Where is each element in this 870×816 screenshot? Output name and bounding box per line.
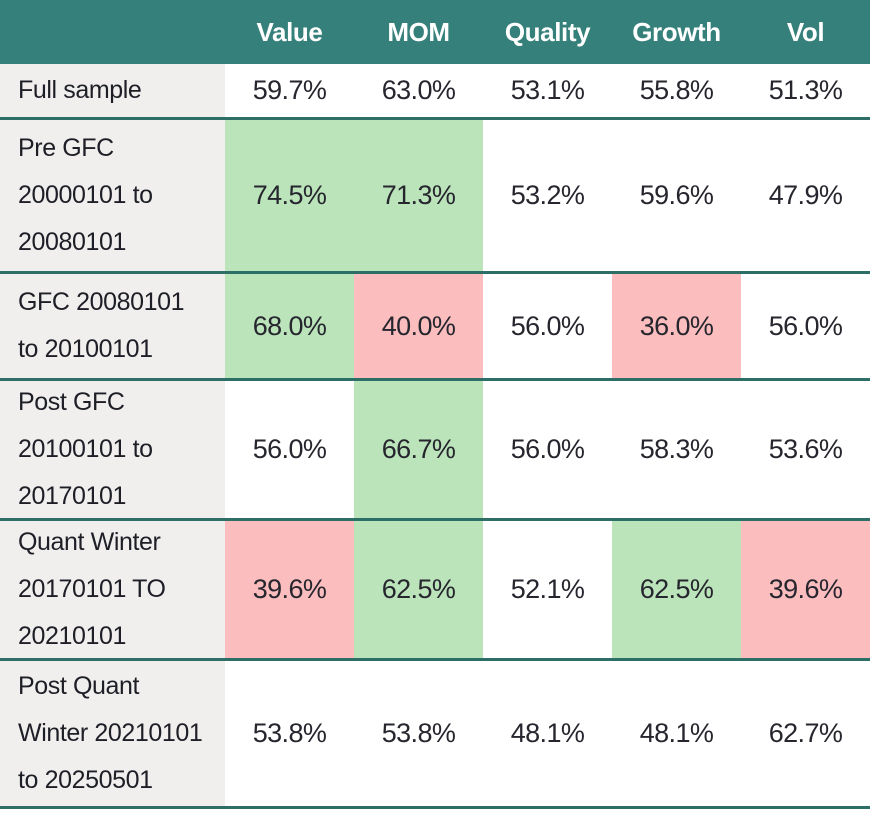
table-cell: 39.6% (225, 521, 354, 658)
table-row-pre-gfc: Pre GFC 20000101 to 20080101 74.5% 71.3%… (0, 120, 870, 274)
table-cell: 36.0% (612, 274, 741, 378)
row-label: Full sample (0, 64, 225, 117)
table-cell: 62.5% (354, 521, 483, 658)
table-cell: 55.8% (612, 64, 741, 117)
table-cell: 66.7% (354, 381, 483, 518)
table-cell: 48.1% (612, 661, 741, 806)
table-cell: 53.8% (354, 661, 483, 806)
table-cell: 40.0% (354, 274, 483, 378)
row-label: Pre GFC 20000101 to 20080101 (0, 120, 225, 271)
table-cell: 48.1% (483, 661, 612, 806)
header-label-spacer (0, 0, 225, 64)
table-cell: 63.0% (354, 64, 483, 117)
table-row-gfc: GFC 20080101 to 20100101 68.0% 40.0% 56.… (0, 274, 870, 381)
column-header-growth: Growth (632, 16, 721, 47)
table-cell: 56.0% (483, 381, 612, 518)
row-label: Quant Winter 20170101 TO 20210101 (0, 521, 225, 658)
row-label: Post GFC 20100101 to 20170101 (0, 381, 225, 518)
table-row-post-gfc: Post GFC 20100101 to 20170101 56.0% 66.7… (0, 381, 870, 521)
table-cell: 52.1% (483, 521, 612, 658)
column-header-quality: Quality (504, 16, 591, 47)
table-cell: 53.6% (741, 381, 870, 518)
table-cell: 56.0% (483, 274, 612, 378)
table-cell: 71.3% (354, 120, 483, 271)
column-header-value: Value (256, 16, 323, 47)
table-cell: 39.6% (741, 521, 870, 658)
table-cell: 59.6% (612, 120, 741, 271)
table-cell: 56.0% (225, 381, 354, 518)
table-cell: 58.3% (612, 381, 741, 518)
table-cell: 53.1% (483, 64, 612, 117)
table-cell: 74.5% (225, 120, 354, 271)
table-cell: 68.0% (225, 274, 354, 378)
table-cell: 51.3% (741, 64, 870, 117)
table-row-quant-winter: Quant Winter 20170101 TO 20210101 39.6% … (0, 521, 870, 661)
table-row-full-sample: Full sample 59.7% 63.0% 53.1% 55.8% 51.3… (0, 64, 870, 120)
table-row-post-quant-winter: Post Quant Winter 20210101 to 20250501 5… (0, 661, 870, 809)
row-label: Post Quant Winter 20210101 to 20250501 (0, 661, 225, 806)
table-cell: 53.8% (225, 661, 354, 806)
table-cell: 56.0% (741, 274, 870, 378)
table-cell: 62.5% (612, 521, 741, 658)
column-header-mom: MOM (387, 16, 450, 47)
table-cell: 59.7% (225, 64, 354, 117)
table-cell: 62.7% (741, 661, 870, 806)
header-row: Value MOM Quality Growth Vol (0, 0, 870, 64)
column-header-vol: Vol (786, 16, 825, 47)
table-cell: 47.9% (741, 120, 870, 271)
row-label: GFC 20080101 to 20100101 (0, 274, 225, 378)
table-cell: 53.2% (483, 120, 612, 271)
